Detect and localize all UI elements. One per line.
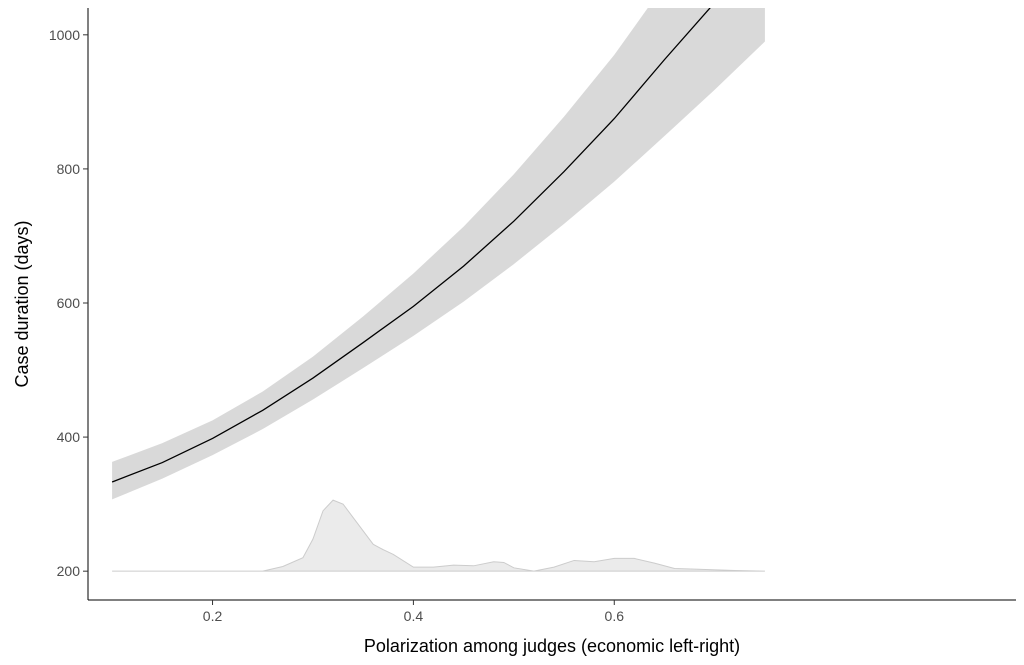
- plot-area: [111, 8, 765, 572]
- density-area: [112, 499, 765, 572]
- y-tick-label: 400: [57, 429, 81, 445]
- y-tick-label: 200: [57, 563, 81, 579]
- x-tick-label: 0.2: [203, 608, 223, 624]
- y-tick-label: 600: [57, 295, 81, 311]
- y-axis-ticks: 200 400 600 800 1000: [49, 27, 88, 579]
- x-tick-label: 0.6: [605, 608, 625, 624]
- y-axis-title: Case duration (days): [12, 220, 32, 387]
- y-tick-label: 1000: [49, 27, 80, 43]
- x-axis-ticks: 0.2 0.4 0.6: [203, 600, 624, 624]
- y-tick-label: 800: [57, 161, 81, 177]
- fitted-line: [111, 8, 711, 483]
- x-tick-label: 0.4: [404, 608, 424, 624]
- confidence-ribbon: [112, 8, 765, 500]
- x-axis-title: Polarization among judges (economic left…: [364, 636, 740, 656]
